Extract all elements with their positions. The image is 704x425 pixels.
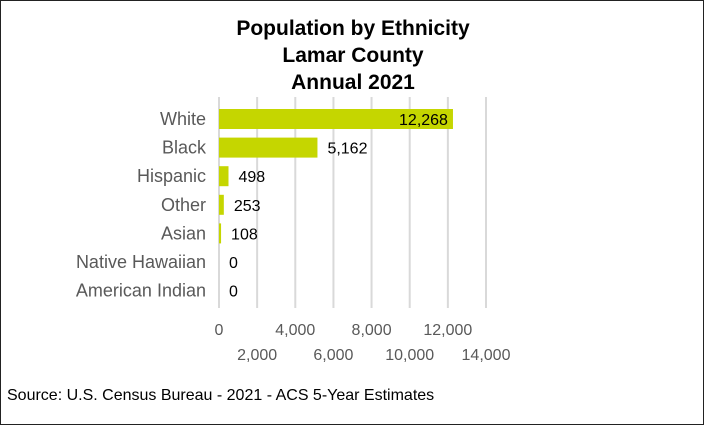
x-tick-label: 14,000 bbox=[462, 347, 511, 364]
bar bbox=[219, 194, 224, 215]
x-tick-label: 2,000 bbox=[237, 347, 277, 364]
bar-chart: 0 2,000 4,000 6,000 8,000 10,000 12,000 14,000 W… bbox=[76, 97, 511, 364]
data-label: 0 bbox=[229, 284, 238, 301]
data-label: 253 bbox=[234, 198, 261, 215]
data-label: 5,162 bbox=[327, 141, 367, 158]
bar bbox=[219, 137, 318, 158]
data-label: 108 bbox=[231, 226, 258, 243]
x-tick-label: 0 bbox=[215, 322, 224, 339]
category-label: Native Hawaiian bbox=[76, 252, 206, 272]
x-tick-label: 4,000 bbox=[275, 322, 315, 339]
x-tick-label: 8,000 bbox=[352, 322, 392, 339]
x-tick-label: 12,000 bbox=[423, 322, 472, 339]
data-label: 498 bbox=[238, 169, 265, 186]
x-tick-label: 10,000 bbox=[385, 347, 434, 364]
category-label: American Indian bbox=[76, 281, 206, 301]
chart-title-line-1: Population by Ethnicity bbox=[236, 17, 470, 40]
bar bbox=[219, 109, 453, 129]
chart-title-line-3: Annual 2021 bbox=[291, 71, 415, 94]
source-note: Source: U.S. Census Bureau - 2021 - ACS … bbox=[7, 387, 435, 404]
category-label: Hispanic bbox=[137, 166, 206, 186]
x-tick-label: 6,000 bbox=[313, 347, 353, 364]
category-label: White bbox=[160, 109, 206, 129]
bar bbox=[219, 223, 222, 244]
category-label: Asian bbox=[161, 223, 206, 243]
chart-title-line-2: Lamar County bbox=[282, 44, 424, 67]
data-label: 12,268 bbox=[399, 112, 448, 129]
category-label: Black bbox=[162, 138, 207, 158]
data-label: 0 bbox=[229, 255, 238, 272]
category-label: Other bbox=[161, 195, 206, 215]
bar bbox=[219, 166, 229, 187]
